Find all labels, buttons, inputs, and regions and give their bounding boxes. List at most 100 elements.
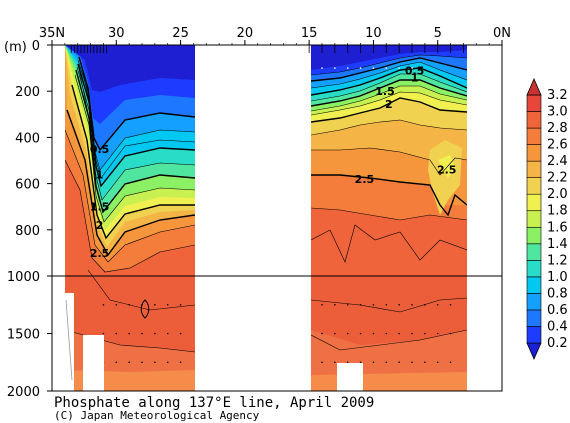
sample-dot (115, 332, 118, 335)
sample-dot (411, 303, 413, 306)
chart-title: Phosphate along 137°E line, April 2009 (54, 395, 375, 411)
colorbar-label: 2.2 (547, 171, 568, 186)
sample-dot (141, 303, 143, 306)
colorbar-swatch (526, 326, 542, 344)
colorbar-swatch (526, 226, 542, 245)
x-tick-label: 15 (301, 26, 318, 41)
chart-credit: (C) Japan Meteorological Agency (54, 409, 260, 422)
sample-dot (334, 361, 336, 364)
sample-dot (436, 332, 439, 335)
sample-dot (411, 67, 413, 69)
contour-label: 2.5 (355, 173, 375, 186)
colorbar-label: 1.4 (547, 237, 568, 252)
colorbar-swatch (526, 193, 542, 212)
sample-dot (334, 303, 336, 306)
sample-dot (321, 303, 323, 306)
contour-labels: 0.511.522.50.511.522.52.5 (90, 64, 457, 259)
colorbar-swatch (526, 127, 542, 145)
x-tick-label: 10 (365, 26, 382, 41)
colorbar-label: 1.6 (547, 220, 568, 235)
sample-dot (154, 303, 156, 306)
sample-dot (385, 332, 388, 335)
sample-dot (398, 332, 400, 335)
contour-label: 0.5 (405, 64, 425, 77)
x-tick-label: 35N (39, 26, 65, 41)
y-tick-label: 2000 (7, 385, 40, 400)
colorbar-swatch (526, 177, 542, 195)
x-axis: 35N 30 25 20 15 10 5 0N (39, 26, 511, 45)
sample-dot (102, 332, 105, 335)
sample-dot (436, 361, 439, 364)
colorbar-swatch (526, 111, 542, 129)
sample-dot (321, 361, 323, 364)
sample-dot (346, 361, 349, 364)
colorbar-swatch (526, 210, 542, 228)
colorbar-swatch (526, 293, 542, 311)
y-tick-label: 800 (15, 224, 40, 239)
y-tick-label: 0 (32, 39, 40, 54)
sample-dot (346, 332, 349, 335)
y-tick-label: 1000 (7, 270, 40, 285)
colorbar-label: 3.2 (547, 88, 568, 103)
contour-label: 1.5 (90, 201, 110, 214)
sample-dot (166, 303, 169, 306)
sample-dot (308, 333, 310, 335)
west-section (65, 45, 195, 391)
sample-dot (372, 303, 375, 306)
contour-label: 1 (411, 71, 419, 84)
sample-dot (385, 67, 388, 69)
sample-dot (385, 361, 388, 364)
sample-dot (128, 361, 130, 364)
sample-dot (372, 67, 375, 69)
colorbar-label: 1.8 (547, 204, 568, 219)
sample-dot (308, 361, 310, 363)
sample-dot (141, 332, 143, 335)
colorbar-swatch (526, 160, 542, 178)
plot-frame (51, 44, 503, 392)
sample-dot (102, 303, 105, 306)
sample-dot (179, 303, 182, 306)
colorbar-label: 0.8 (547, 286, 568, 301)
sample-dot (424, 361, 426, 364)
colorbar-label: 2.0 (547, 187, 568, 202)
colorbar-swatch (526, 144, 542, 162)
sample-dot (449, 361, 452, 364)
colorbar-swatch (526, 94, 542, 112)
x-tick-label: 0N (493, 26, 511, 41)
colorbar-swatch (526, 243, 542, 261)
sample-dot (385, 303, 388, 306)
colorbar-label: 0.6 (547, 303, 568, 318)
x-tick-label: 25 (172, 26, 189, 41)
colorbar-label: 2.6 (547, 138, 568, 153)
sample-dot (166, 361, 169, 364)
sample-dot (424, 332, 426, 335)
sample-dot (398, 303, 400, 306)
y-axis: (m) 0 200 400 600 800 1000 1500 2000 (4, 39, 52, 400)
sample-dot (334, 67, 336, 69)
colorbar-label: 1.2 (547, 253, 568, 268)
contour-label: 2 (385, 98, 393, 111)
sample-dot (141, 361, 143, 364)
sample-dot (166, 332, 169, 335)
sample-dot (308, 304, 310, 306)
contour-label: 2 (96, 219, 104, 232)
colorbar-swatch (526, 309, 542, 327)
sample-dot (321, 332, 323, 335)
sample-dot (179, 361, 182, 364)
sample-dot (359, 361, 362, 364)
sample-dot (154, 361, 156, 364)
colorbar-label: 2.8 (547, 121, 568, 136)
sample-dot (179, 332, 182, 335)
sample-dot (115, 303, 118, 306)
sample-dot (449, 332, 452, 335)
east-section (308, 45, 467, 391)
sample-dot (411, 361, 413, 364)
sample-dot (334, 332, 336, 335)
station-ticks (70, 45, 464, 53)
colorbar-label: 0.4 (547, 319, 568, 334)
y-tick-label: 600 (15, 178, 40, 193)
sample-dot (436, 303, 439, 306)
sample-dot (398, 67, 400, 69)
sample-dot (359, 303, 362, 306)
